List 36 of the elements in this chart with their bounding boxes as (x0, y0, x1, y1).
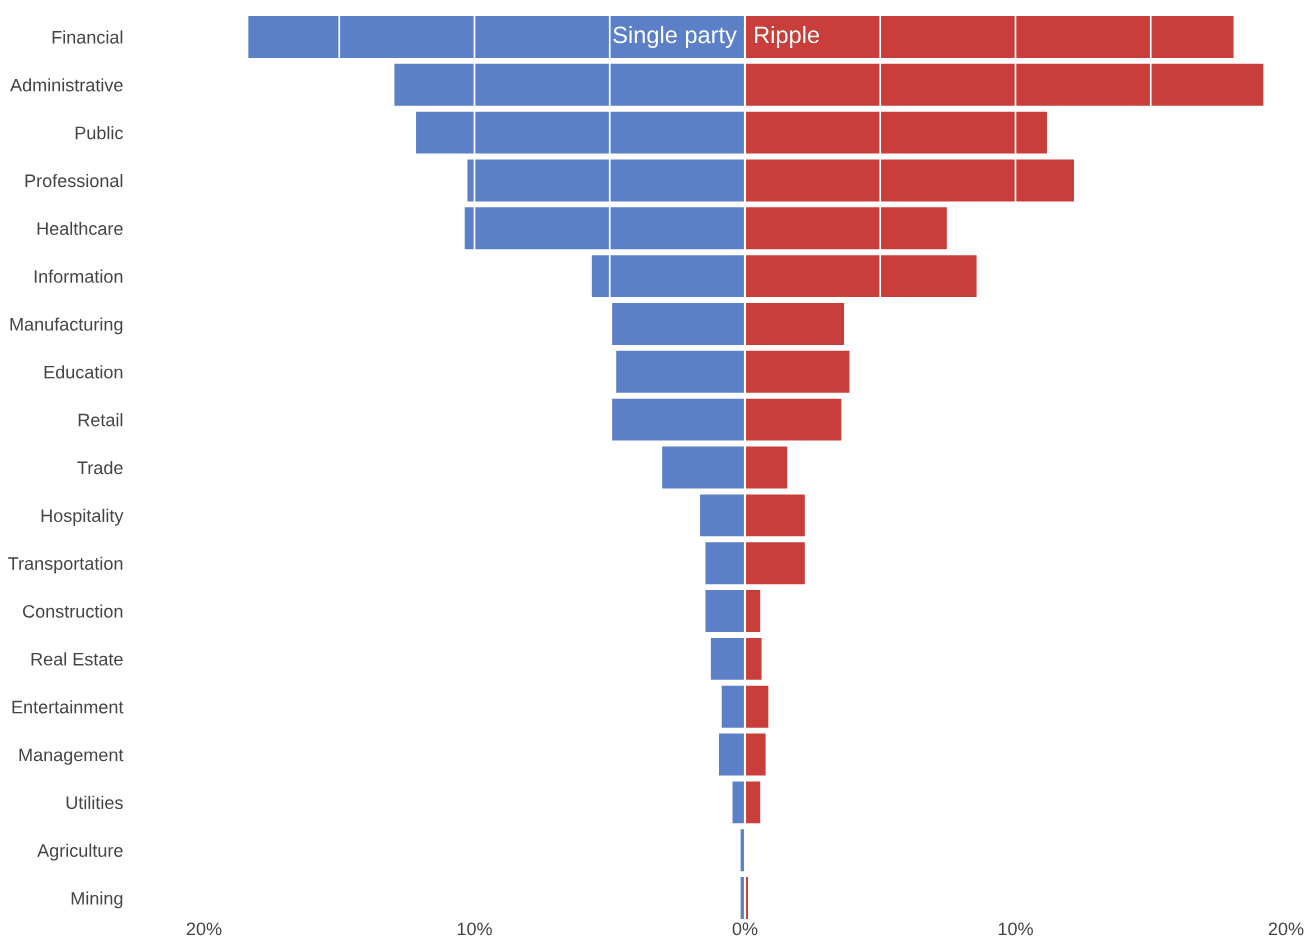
y-tick-label: Manufacturing (10, 317, 123, 335)
y-tick-label: Real Estate (31, 652, 123, 666)
series-label: Single party (613, 25, 737, 48)
y-tick-label: Mining (71, 891, 123, 909)
x-tick-label: 10% (998, 922, 1033, 936)
y-tick-label: Financial (52, 30, 123, 44)
x-tick-label: 0% (732, 922, 758, 936)
bar (743, 635, 764, 682)
bar (708, 635, 747, 682)
bar (703, 540, 747, 587)
x-tick-label: 20% (186, 922, 222, 936)
y-tick-label: Retail (78, 413, 123, 427)
y-tick-label: Information (34, 269, 123, 283)
y-tick-label: Hospitality (41, 508, 124, 526)
y-tick-label: Healthcare (37, 221, 123, 236)
bar (743, 300, 847, 348)
series-label: Ripple (755, 25, 819, 48)
y-tick-label: Utilities (66, 795, 123, 810)
y-tick-label: Trade (77, 460, 123, 475)
bar (743, 348, 852, 395)
y-tick-label: Construction (23, 604, 123, 618)
bar (614, 348, 747, 395)
x-tick-label: 20% (1268, 922, 1304, 936)
y-tick-label: Administrative (10, 78, 123, 92)
y-tick-label: Education (44, 365, 123, 379)
y-tick-label: Professional (25, 173, 123, 188)
bar (719, 683, 747, 730)
y-tick-label: Transportation (8, 556, 123, 574)
y-tick-label: Agriculture (37, 843, 123, 861)
bar (743, 683, 771, 730)
y-tick-label: Management (19, 748, 124, 765)
y-tick-label: Public (75, 126, 123, 140)
x-tick-label: 10% (457, 922, 492, 936)
bar (703, 587, 747, 635)
y-tick-label: Entertainment (12, 700, 124, 714)
bar (743, 540, 807, 587)
